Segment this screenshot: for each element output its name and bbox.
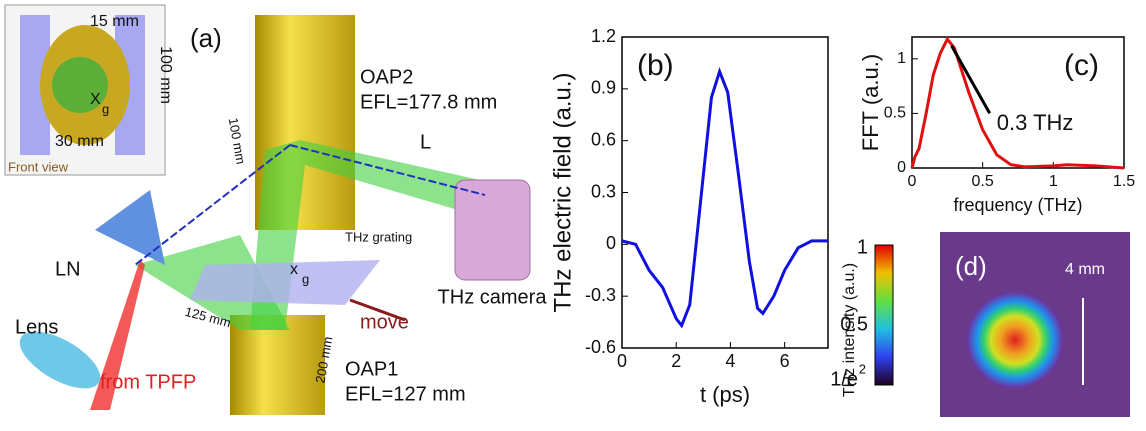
label: 100 mm [226,117,249,166]
x-tick-label: 4 [725,351,735,371]
y-tick-label: -0.3 [585,285,616,305]
y-tick-label: 1 [897,50,906,67]
y-axis-title: THz electric field (a.u.) [549,72,576,312]
data-line [910,36,1125,170]
lens [19,331,101,389]
label: 15 mm [90,13,139,30]
label: g [302,271,309,286]
label: move [360,311,409,333]
x-tick-label: 1 [1049,173,1058,190]
panel-d: (d) 4 mm THz intensity (a.u.) 1 0.5 1/e … [830,232,1130,417]
label: THz grating [345,229,412,244]
pump-beam [90,260,145,410]
y-tick-label: 0 [606,233,616,253]
label: g [102,101,109,116]
oap1 [230,315,325,415]
prism [95,190,165,265]
label: EFL=177.8 mm [360,91,497,113]
beam [250,140,480,330]
tick-label: 0.5 [840,313,868,335]
label: LN [55,258,81,280]
x-tick-label: 1.5 [1113,173,1135,190]
x-tick-label: 0 [617,351,627,371]
panel-a: 15 mm 100 mm 30 mm X g Front view (a) OA… [4,4,548,415]
label: 30 mm [55,133,104,150]
x-tick-label: 0 [908,173,917,190]
x-tick-label: 0.5 [972,173,994,190]
colorbar [874,244,894,386]
panel-label: (c) [1064,49,1099,82]
y-tick-label: 0 [897,159,906,176]
tick-label: 1 [857,236,868,258]
panel-label: (b) [637,49,674,82]
annotation: 0.3 THz [997,110,1074,135]
y-tick-label: 0.3 [591,181,616,201]
panel-label: (d) [955,251,987,281]
annotation-arrow [950,44,992,115]
label: Front view [8,159,69,174]
x-axis-title: frequency (THz) [953,195,1082,215]
beam-axis [289,144,486,196]
tick-label: 2 [859,361,866,376]
y-tick-label: 0.5 [884,105,906,122]
y-tick-label: 1.2 [591,26,616,46]
label: OAP2 [360,66,413,88]
inset-beam [52,57,108,113]
x-axis-title: t (ps) [700,382,750,407]
y-tick-label: 0.6 [591,129,616,149]
label: L [420,131,431,153]
label: EFL=127 mm [345,383,466,405]
beam-spot [967,292,1063,388]
camera [454,179,531,281]
spacer [420,190,450,350]
y-tick-label: -0.6 [585,337,616,357]
panel-label: (a) [190,23,222,53]
label: X [90,91,101,108]
label: from TPFP [100,371,196,393]
move-arrow [349,298,406,322]
x-tick-label: 6 [780,351,790,371]
label: OAP1 [345,358,398,380]
x-tick-label: 2 [671,351,681,371]
label: 4 mm [1065,261,1105,278]
tick-label: 1/e [830,368,858,390]
label: Lens [15,316,58,338]
y-tick-label: 0.9 [591,78,616,98]
label: 100 mm [157,46,174,104]
plot-frame [911,36,1125,169]
data-line [621,67,828,329]
grating [190,260,380,305]
label: THz camera [438,286,548,308]
y-axis-title: FFT (a.u.) [858,54,883,151]
axis-title: THz intensity (a.u.) [841,263,858,397]
label: x [290,261,298,278]
